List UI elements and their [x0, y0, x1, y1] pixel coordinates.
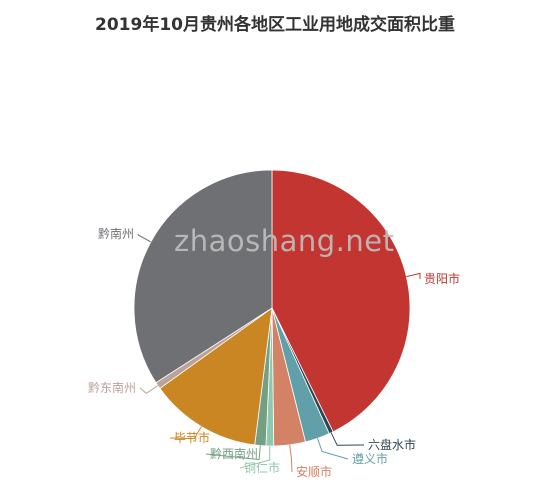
- leader-line: [169, 426, 202, 440]
- leader-line: [317, 438, 349, 460]
- pie-slice: [159, 307, 273, 446]
- leader-line: [239, 445, 271, 469]
- leader-line: [205, 445, 261, 461]
- watermark: zhaoshang.net: [174, 224, 395, 258]
- slice-label: 安顺市: [296, 464, 332, 479]
- slice-label: 黔南州: [98, 226, 134, 241]
- pie-slice: [133, 169, 273, 384]
- slice-label: 黔东南州: [88, 380, 136, 395]
- slice-label: 黔西南州: [210, 446, 258, 461]
- leader-line: [330, 432, 365, 446]
- slice-label: 贵阳市: [424, 271, 460, 286]
- chart-title: 2019年10月贵州各地区工业用地成交面积比重: [95, 15, 455, 35]
- leader-line: [406, 272, 421, 279]
- slice-label: 铜仁市: [244, 460, 280, 475]
- slice-label: 毕节市: [174, 430, 210, 445]
- slice-label: 遵义市: [352, 451, 388, 466]
- slice-label: 六盘水市: [368, 437, 416, 452]
- leader-line: [289, 444, 293, 473]
- pie-slice: [271, 169, 411, 433]
- leader-line: [139, 385, 159, 395]
- leader-line: [137, 233, 152, 243]
